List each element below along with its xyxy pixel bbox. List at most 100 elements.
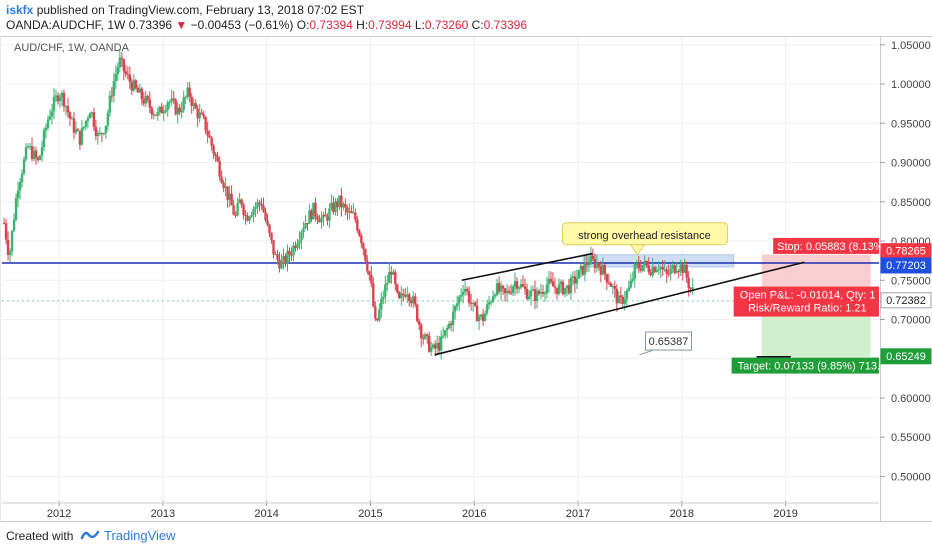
candle-body	[34, 150, 38, 158]
author-link[interactable]: iskfx	[6, 3, 34, 17]
candle-body	[142, 99, 145, 104]
candle-body	[322, 214, 325, 218]
candle-body	[158, 106, 161, 112]
candle-body	[16, 190, 20, 199]
candle-body	[663, 269, 666, 271]
candle-body	[503, 288, 507, 294]
candle-body	[453, 306, 457, 312]
candle-body	[376, 318, 379, 321]
candle-body	[106, 112, 110, 126]
candle-body	[579, 265, 583, 271]
candle-body	[336, 201, 339, 208]
candle-body	[443, 330, 447, 336]
candle-body	[238, 199, 241, 204]
candle-body	[232, 205, 235, 215]
candle-body	[551, 281, 555, 287]
candle-body	[583, 262, 587, 275]
chart-canvas[interactable]: 1.050001.000000.950000.900000.850000.800…	[0, 0, 932, 522]
candle-body	[615, 288, 619, 304]
price-axis[interactable]	[880, 36, 932, 522]
candle-body	[681, 264, 684, 274]
candle-body	[262, 205, 265, 212]
candle-body	[304, 223, 307, 229]
candle-body	[441, 335, 445, 337]
candle-body	[589, 255, 593, 265]
candle-body	[396, 284, 399, 293]
candle-body	[655, 270, 658, 273]
candle-body	[661, 267, 664, 270]
candle-body	[330, 202, 333, 209]
candle-body	[100, 133, 104, 135]
candle-body	[216, 156, 219, 162]
candle-body	[22, 159, 26, 174]
candle-body	[132, 80, 136, 91]
candle-body	[473, 302, 477, 306]
candle-body	[469, 302, 473, 304]
candle-body	[491, 296, 495, 302]
candle-body	[386, 282, 389, 285]
candle-body	[32, 150, 36, 159]
candle-body	[515, 281, 519, 289]
tradingview-brand[interactable]: TradingView	[104, 528, 176, 543]
candle-body	[525, 288, 529, 300]
candle-body	[180, 110, 183, 113]
candle-body	[354, 212, 357, 220]
candle-body	[234, 214, 237, 216]
candle-body	[463, 288, 467, 292]
price-label-pointer	[639, 349, 654, 356]
chart-pane[interactable]	[0, 36, 880, 522]
candle-body	[2, 223, 6, 225]
candle-body	[585, 262, 589, 266]
candle-body	[292, 245, 295, 256]
candle-body	[186, 87, 189, 97]
candle-body	[82, 126, 86, 129]
y-tick-label: 0.50000	[891, 471, 931, 483]
candle-body	[252, 209, 255, 215]
candle-body	[416, 304, 419, 322]
candle-body	[342, 203, 345, 208]
candle-body	[98, 133, 102, 135]
candle-body	[64, 106, 68, 108]
candle-body	[320, 217, 323, 223]
candle-body	[523, 286, 527, 289]
candle-body	[256, 202, 259, 207]
candle-body	[18, 182, 22, 191]
candle-body	[647, 265, 650, 273]
candle-body	[312, 202, 315, 220]
candle-body	[154, 114, 157, 116]
candle-body	[449, 323, 453, 326]
publish-text: published on TradingView.com, February 1…	[36, 3, 365, 17]
candle-body	[497, 283, 501, 292]
candle-body	[120, 57, 124, 60]
candle-body	[280, 260, 283, 269]
price-tag-resistance: 0.77203	[886, 260, 926, 272]
candle-body	[62, 92, 66, 107]
candle-body	[402, 293, 405, 296]
candle-body	[192, 103, 195, 106]
candle-body	[28, 146, 32, 148]
candle-body	[136, 87, 140, 93]
candle-body	[160, 106, 163, 114]
candle-body	[104, 125, 108, 134]
candle-body	[164, 109, 167, 112]
candle-body	[426, 334, 429, 336]
candle-body	[114, 74, 118, 82]
candle-body	[126, 73, 130, 75]
candle-body	[513, 281, 517, 287]
candle-body	[40, 147, 44, 156]
candle-body	[595, 263, 599, 269]
candle-body	[182, 97, 185, 111]
candle-body	[294, 245, 297, 249]
candle-body	[296, 243, 299, 249]
candle-body	[156, 111, 159, 116]
candle-body	[605, 274, 609, 283]
candle-body	[350, 210, 353, 213]
candle-body	[276, 254, 279, 260]
open-value: 0.73394	[309, 18, 353, 32]
candle-body	[54, 95, 58, 97]
candle-body	[162, 111, 165, 114]
candle-body	[92, 112, 96, 128]
candle-body	[228, 193, 231, 200]
candle-body	[30, 146, 34, 159]
candle-body	[298, 240, 301, 244]
